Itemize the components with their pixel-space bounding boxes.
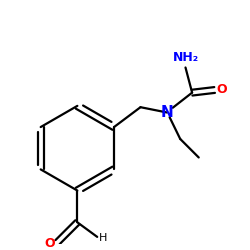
Text: NH₂: NH₂ bbox=[172, 51, 199, 64]
Text: H: H bbox=[99, 233, 107, 243]
Text: O: O bbox=[216, 84, 227, 96]
Text: O: O bbox=[45, 237, 56, 250]
Text: N: N bbox=[160, 105, 173, 120]
